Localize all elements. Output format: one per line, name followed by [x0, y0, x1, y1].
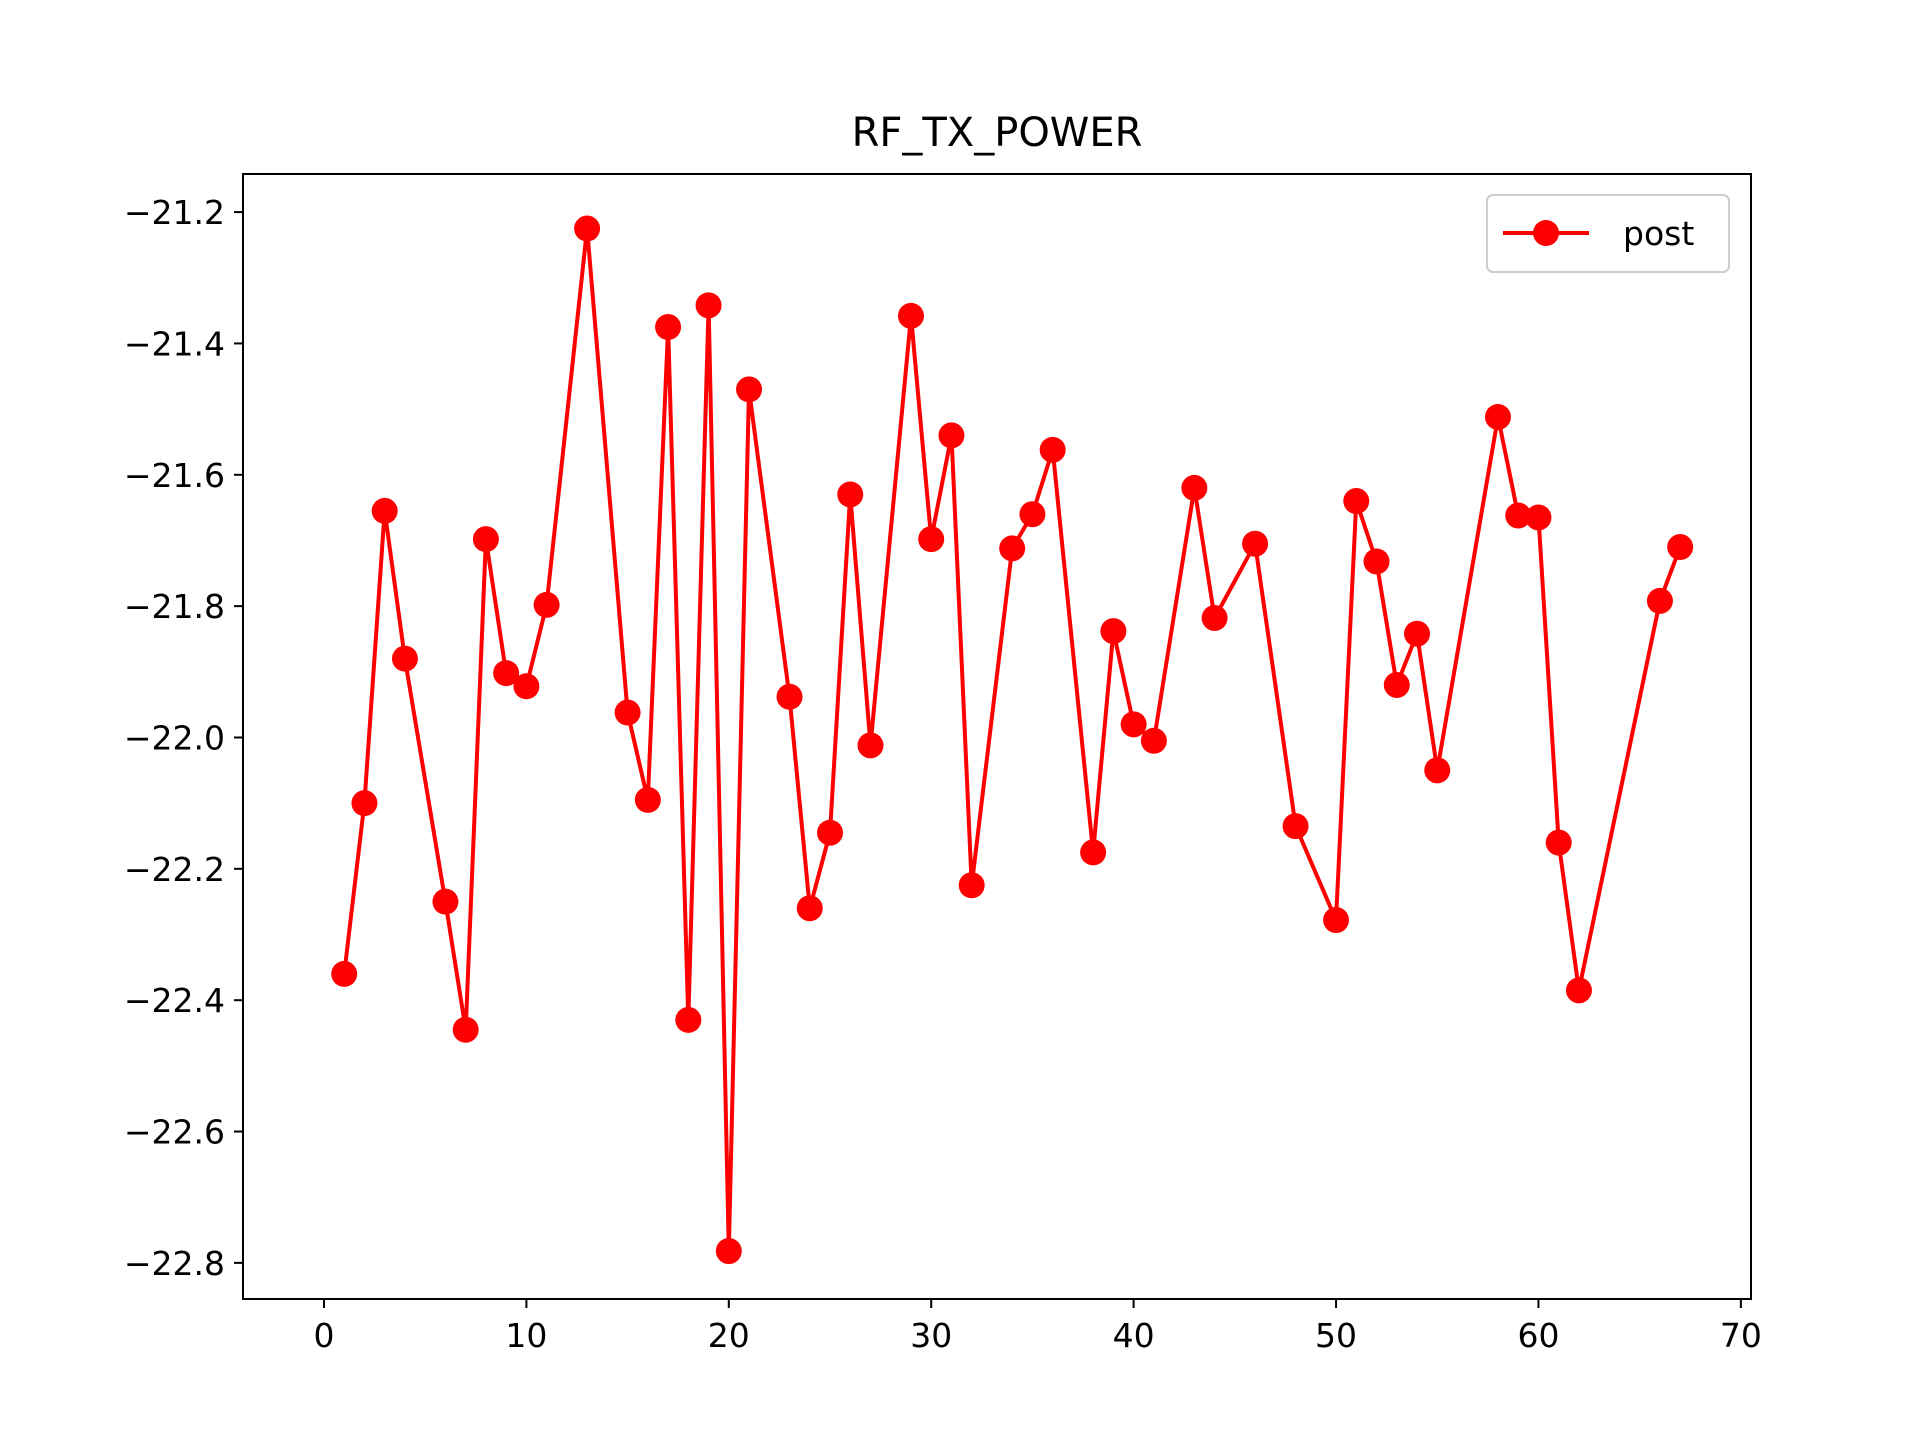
- y-tick-label: −22.4: [124, 981, 225, 1020]
- x-tick-label: 40: [1113, 1316, 1155, 1355]
- x-tick-label: 0: [313, 1316, 334, 1355]
- data-point: [776, 683, 803, 710]
- data-point: [715, 1238, 742, 1265]
- data-point: [432, 888, 459, 915]
- y-tick-label: −22.8: [124, 1244, 225, 1283]
- data-point: [472, 526, 499, 553]
- data-point: [857, 732, 884, 759]
- data-point: [655, 314, 682, 341]
- axes-frame: [242, 173, 1752, 1300]
- data-point: [736, 376, 763, 403]
- data-point: [1039, 436, 1066, 463]
- data-point: [634, 786, 661, 813]
- data-point: [938, 422, 965, 449]
- data-point: [1181, 474, 1208, 501]
- legend-label-post: post: [1623, 214, 1694, 253]
- ticks-layer: 0 10 20 30 40 50 60 70 −21.2 −21.4 −21.6 −21.8 −22.0…: [124, 193, 1762, 1355]
- data-point: [897, 302, 924, 329]
- data-point: [493, 660, 520, 687]
- data-point: [1080, 839, 1107, 866]
- data-point: [1545, 829, 1572, 856]
- data-point: [1404, 620, 1431, 647]
- legend-box: [1486, 194, 1730, 273]
- series-layer: [331, 215, 1694, 1265]
- data-point: [1505, 502, 1532, 529]
- data-point: [331, 960, 358, 987]
- y-tick-label: −22.0: [124, 718, 225, 757]
- data-point: [574, 215, 601, 242]
- data-point: [351, 790, 378, 817]
- chart-title: RF_TX_POWER: [852, 110, 1143, 156]
- data-point: [1484, 403, 1511, 430]
- data-point: [1140, 727, 1167, 754]
- x-tick-label: 70: [1720, 1316, 1762, 1355]
- data-point: [837, 481, 864, 508]
- data-point: [918, 526, 945, 553]
- data-point: [614, 699, 641, 726]
- data-point: [958, 872, 985, 899]
- x-tick-label: 60: [1517, 1316, 1559, 1355]
- data-point: [999, 535, 1026, 562]
- data-point: [452, 1016, 479, 1043]
- legend: post: [1486, 194, 1730, 273]
- data-point: [533, 591, 560, 618]
- data-point: [1363, 548, 1390, 575]
- data-point: [1282, 813, 1309, 840]
- data-point: [513, 673, 540, 700]
- data-point: [1201, 604, 1228, 631]
- data-point: [1343, 488, 1370, 515]
- data-point: [1323, 907, 1350, 934]
- y-tick-label: −22.6: [124, 1113, 225, 1152]
- data-point: [695, 292, 722, 319]
- data-point: [796, 895, 823, 922]
- y-tick-label: −21.2: [124, 193, 225, 232]
- y-tick-label: −21.8: [124, 587, 225, 626]
- data-point: [675, 1006, 702, 1033]
- data-point: [1667, 534, 1694, 561]
- data-point: [1424, 757, 1451, 784]
- y-tick-label: −22.2: [124, 850, 225, 889]
- data-point: [1019, 501, 1046, 528]
- x-tick-label: 50: [1315, 1316, 1357, 1355]
- x-tick-label: 30: [910, 1316, 952, 1355]
- x-tick-label: 20: [708, 1316, 750, 1355]
- x-tick-label: 10: [505, 1316, 547, 1355]
- data-point: [1242, 530, 1269, 557]
- data-point: [1565, 977, 1592, 1004]
- data-point: [1383, 671, 1410, 698]
- legend-marker-swatch: [1533, 220, 1559, 246]
- y-tick-label: −21.4: [124, 324, 225, 363]
- y-tick-label: −21.6: [124, 456, 225, 495]
- data-point: [1120, 711, 1147, 738]
- data-point: [817, 819, 844, 846]
- data-point: [1646, 587, 1673, 614]
- data-point: [391, 645, 418, 672]
- data-point: [1100, 618, 1127, 645]
- data-point: [371, 497, 398, 524]
- data-point: [1525, 504, 1552, 531]
